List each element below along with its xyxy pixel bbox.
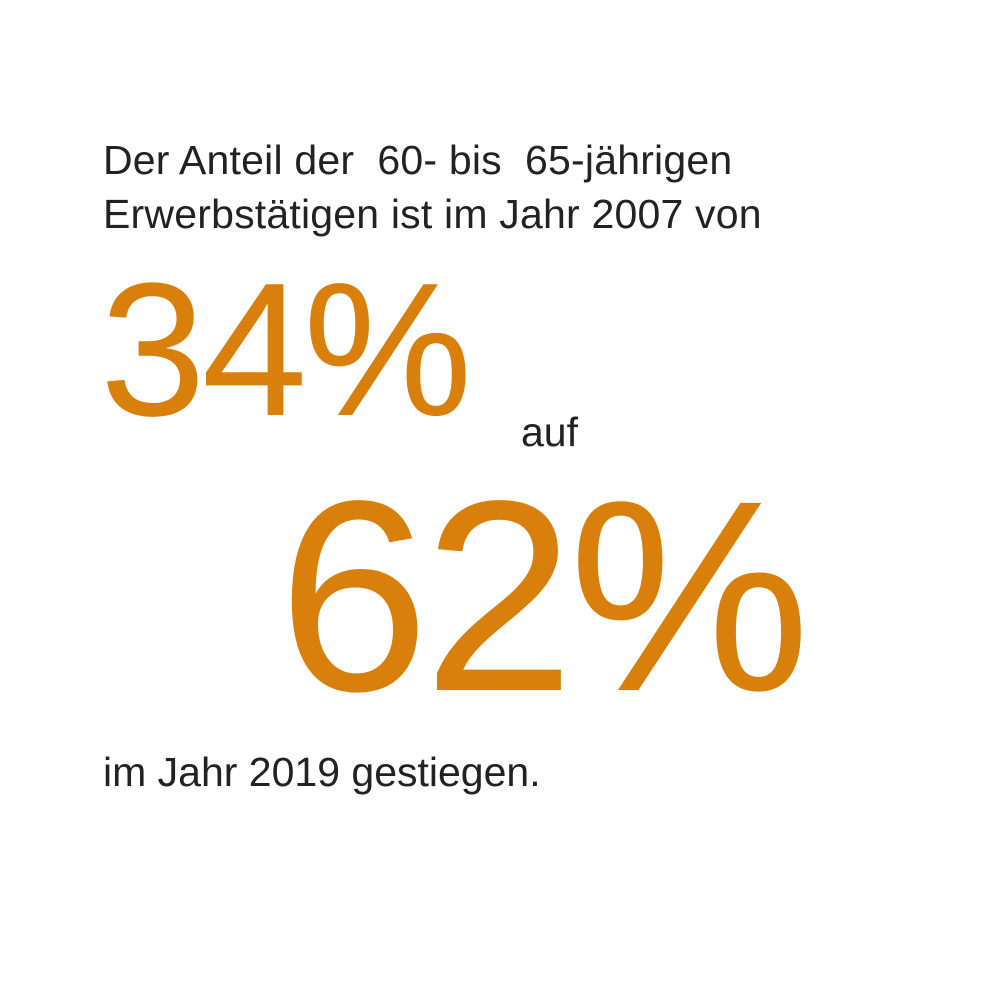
outro-text: im Jahr 2019 gestiegen. bbox=[103, 749, 541, 795]
stat-2019-value: 62% bbox=[278, 444, 810, 748]
stat-2007-value: 34% bbox=[100, 244, 472, 456]
intro-line-2: Erwerbstätigen ist im Jahr 2007 von bbox=[103, 191, 762, 237]
connector-text: auf bbox=[521, 409, 578, 455]
intro-line-1: Der Anteil der 60- bis 65-jährigen bbox=[103, 137, 733, 183]
intro-text: Der Anteil der 60- bis 65-jährigen Erwer… bbox=[103, 133, 762, 241]
